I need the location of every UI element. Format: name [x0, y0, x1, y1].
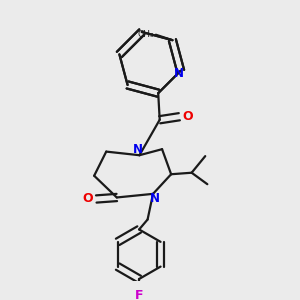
Text: N: N	[133, 143, 143, 156]
Text: CH₃: CH₃	[138, 30, 154, 39]
Text: N: N	[149, 192, 160, 205]
Text: O: O	[182, 110, 193, 123]
Text: F: F	[135, 289, 143, 300]
Text: O: O	[82, 193, 93, 206]
Text: N: N	[174, 67, 184, 80]
